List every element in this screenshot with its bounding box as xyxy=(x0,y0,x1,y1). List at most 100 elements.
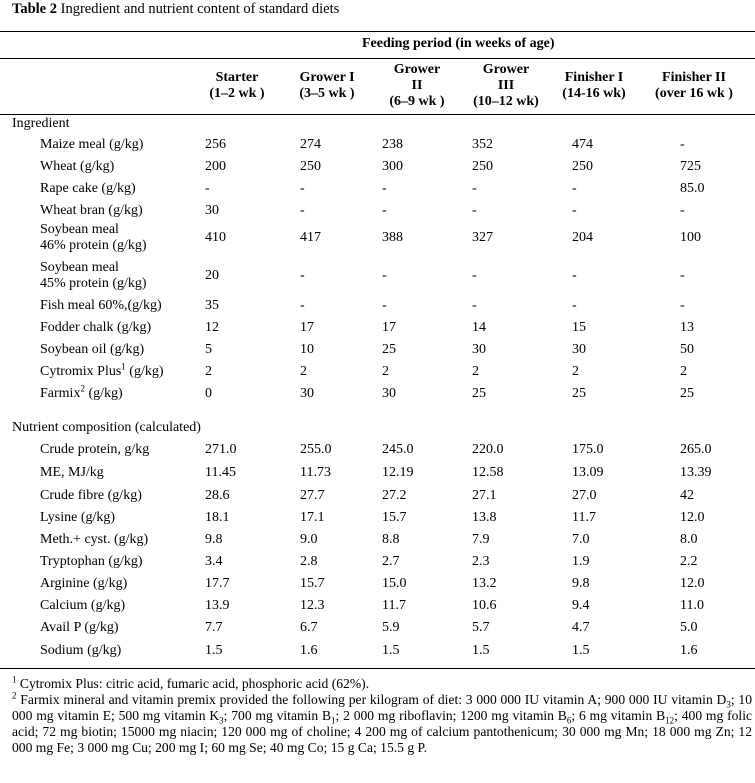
ingredient-cell: 2 xyxy=(300,364,307,379)
nutrient-cell: 11.0 xyxy=(680,598,704,613)
footnote-2-mark: 2 xyxy=(12,690,17,701)
ingredient-cell: 2 xyxy=(572,364,579,379)
footnote-2-subscript: 3 xyxy=(726,699,731,710)
ingredient-cell: - xyxy=(382,268,387,283)
ingredient-cell: 2 xyxy=(382,364,389,379)
nutrient-cell: 9.4 xyxy=(572,598,590,613)
nutrient-cell: 12.19 xyxy=(382,465,414,480)
ingredient-cell: - xyxy=(572,268,577,283)
ingredient-row-label: Cytromix Plus1 (g/kg) xyxy=(40,361,164,380)
ingredient-cell: 2 xyxy=(205,364,212,379)
ingredient-cell: 25 xyxy=(472,386,486,401)
ingredient-label-text-line2: 45% protein (g/kg) xyxy=(40,276,147,291)
ingredient-cell: - xyxy=(472,181,477,196)
ingredient-row-label: Fodder chalk (g/kg) xyxy=(40,320,151,336)
ingredient-cell: 204 xyxy=(572,230,593,245)
nutrient-row-label: Sodium (g/kg) xyxy=(40,643,122,658)
ingredient-cell: - xyxy=(205,181,210,196)
ingredient-cell: - xyxy=(300,203,305,218)
ingredient-cell: 410 xyxy=(205,230,226,245)
nutrient-row-label: Meth.+ cyst. (g/kg) xyxy=(40,532,149,547)
nutrient-cell: 1.5 xyxy=(382,643,400,658)
nutrient-row-label: Calcium (g/kg) xyxy=(40,598,126,613)
ingredient-cell: 15 xyxy=(572,320,586,335)
ingredient-cell: 30 xyxy=(572,342,586,357)
nutrient-cell: 10.6 xyxy=(472,598,497,613)
nutrient-cell: 5.7 xyxy=(472,620,490,635)
nutrient-cell: 13.09 xyxy=(572,465,604,480)
nutrient-cell: 5.0 xyxy=(680,620,698,635)
nutrient-cell: 2.2 xyxy=(680,554,698,569)
ingredient-label-text-line2: 46% protein (g/kg) xyxy=(40,238,147,253)
ingredient-label-text: Soybean meal xyxy=(40,260,119,275)
footnote-2-subscript: 1 xyxy=(331,715,336,726)
ingredient-row-label: Wheat (g/kg) xyxy=(40,159,114,175)
nutrient-cell: 11.45 xyxy=(205,465,236,480)
nutrient-cell: 12.3 xyxy=(300,598,325,613)
ingredient-cell: 25 xyxy=(680,386,694,401)
ingredient-label-footnote-mark: 1 xyxy=(121,361,126,372)
nutrient-cell: 15.7 xyxy=(382,510,407,525)
ingredient-cell: 474 xyxy=(572,137,593,152)
ingredient-label-text: Farmix xyxy=(40,386,81,401)
ingredient-cell: - xyxy=(300,268,305,283)
ingredient-label-text: Soybean meal xyxy=(40,222,119,237)
ingredient-cell: 2 xyxy=(472,364,479,379)
column-header-finisher-2: Finisher II (over 16 wk ) xyxy=(645,70,743,102)
column-header-finisher-1: Finisher I (14-16 wk) xyxy=(556,70,632,102)
nutrient-cell: 255.0 xyxy=(300,442,332,457)
ingredient-label-text: Maize meal (g/kg) xyxy=(40,137,144,152)
ingredient-cell: 388 xyxy=(382,230,403,245)
ingredient-cell: 200 xyxy=(205,159,226,174)
ingredient-label-text: Wheat bran (g/kg) xyxy=(40,203,143,218)
ingredient-cell: 10 xyxy=(300,342,314,357)
nutrient-cell: 7.0 xyxy=(572,532,590,547)
nutrient-cell: 17.7 xyxy=(205,576,230,591)
ingredient-cell: 250 xyxy=(300,159,321,174)
ingredient-cell: 17 xyxy=(300,320,314,335)
ingredient-cell: 100 xyxy=(680,230,701,245)
ingredient-cell: - xyxy=(472,298,477,313)
top-rule xyxy=(0,31,755,32)
ingredient-cell: 2 xyxy=(680,364,687,379)
nutrient-cell: 12.0 xyxy=(680,510,705,525)
ingredient-cell: 352 xyxy=(472,137,493,152)
footnote-2-text: Farmix mineral and vitamin premix provid… xyxy=(16,692,727,707)
section-label-nutrient: Nutrient composition (calculated) xyxy=(12,420,201,435)
header-bottom-rule xyxy=(0,114,755,115)
column-header-line: Finisher I xyxy=(564,70,624,85)
ingredient-label-text: Rape cake (g/kg) xyxy=(40,181,136,196)
ingredient-cell: 25 xyxy=(382,342,396,357)
nutrient-cell: 13.2 xyxy=(472,576,497,591)
column-header-starter: Starter (1–2 wk ) xyxy=(205,70,269,102)
ingredient-cell: - xyxy=(382,298,387,313)
nutrient-cell: 42 xyxy=(680,488,694,503)
nutrient-cell: 11.73 xyxy=(300,465,331,480)
nutrient-row-label: Crude protein, g/kg xyxy=(40,442,150,457)
nutrient-cell: 2.8 xyxy=(300,554,318,569)
column-header-line: (6–9 wk ) xyxy=(389,94,445,109)
ingredient-cell: - xyxy=(572,298,577,313)
ingredient-cell: 30 xyxy=(382,386,396,401)
header-span-rule xyxy=(0,58,755,59)
column-header-line: II xyxy=(411,78,423,93)
ingredient-cell: - xyxy=(680,203,685,218)
nutrient-row-label: Lysine (g/kg) xyxy=(40,510,116,525)
ingredient-cell: - xyxy=(572,203,577,218)
column-header-line: (14-16 wk) xyxy=(562,86,626,101)
ingredient-row-label: Maize meal (g/kg) xyxy=(40,137,143,153)
ingredient-row-label: Soybean meal 45% protein (g/kg) xyxy=(40,260,147,292)
ingredient-cell: 20 xyxy=(205,268,219,283)
ingredient-cell: 256 xyxy=(205,137,226,152)
nutrient-cell: 12.0 xyxy=(680,576,705,591)
nutrient-cell: 11.7 xyxy=(572,510,596,525)
nutrient-cell: 1.9 xyxy=(572,554,590,569)
table-caption: Table 2 Ingredient and nutrient content … xyxy=(12,0,339,18)
nutrient-cell: 2.3 xyxy=(472,554,490,569)
footnote-2-subscript: 6 xyxy=(566,715,572,726)
nutrient-cell: 9.8 xyxy=(205,532,223,547)
column-header-line: Starter xyxy=(215,70,259,85)
ingredient-cell: 30 xyxy=(300,386,314,401)
nutrient-cell: 8.8 xyxy=(382,532,400,547)
nutrient-cell: 9.8 xyxy=(572,576,590,591)
